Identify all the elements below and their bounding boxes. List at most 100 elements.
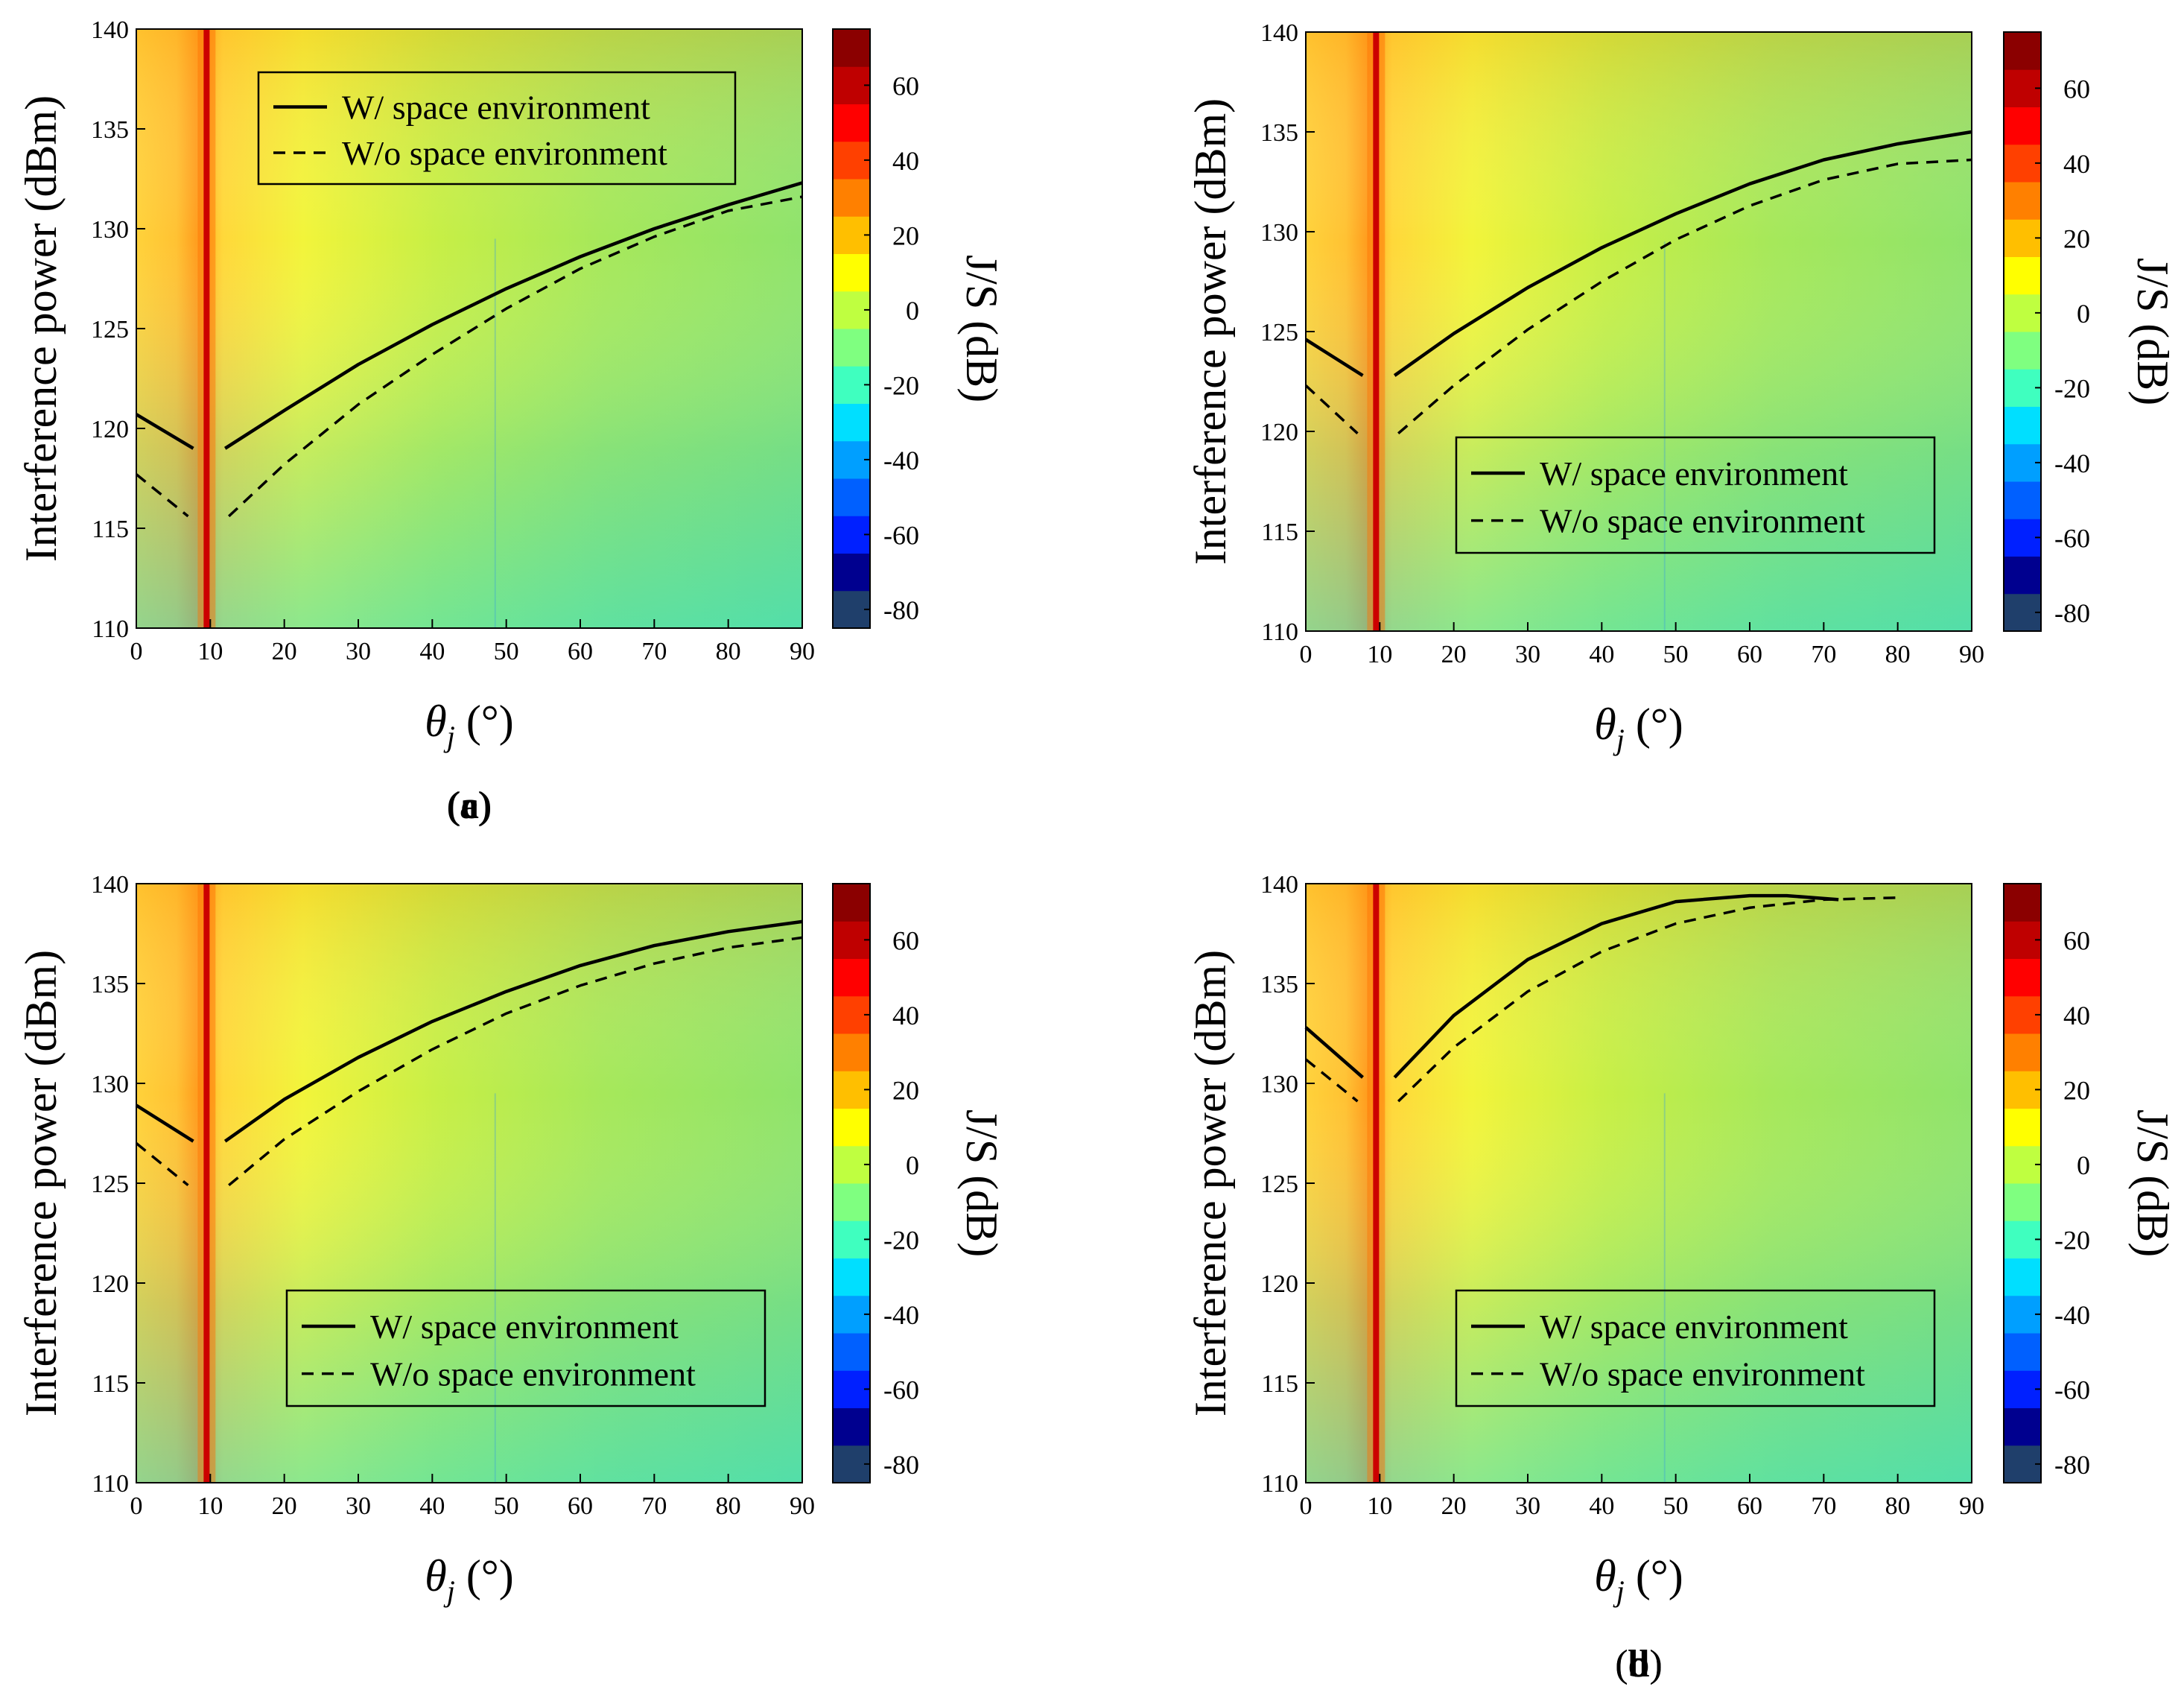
- y-tick-label: 140: [1260, 871, 1298, 899]
- series-line-wo-space-environment: [135, 195, 803, 518]
- colorbar-segment: [2004, 1033, 2041, 1071]
- x-tick-label: 80: [1885, 641, 1911, 668]
- colorbar-segment: [2004, 1407, 2041, 1446]
- series-line-w-space-environment: [1304, 893, 1839, 1079]
- colorbar-segment: [2004, 519, 2041, 557]
- colorbar-segment: [833, 958, 870, 997]
- caption-paren-open: (: [448, 785, 460, 827]
- colorbar-label: J/S (dB): [957, 1109, 1006, 1257]
- colorbar-segment: [833, 29, 870, 67]
- legend-box: [285, 1289, 766, 1407]
- colorbar-tick-label: 0: [2077, 1150, 2090, 1180]
- colorbar-segment: [833, 291, 870, 329]
- colorbar-tick-label: -60: [883, 1375, 919, 1404]
- colorbar-tick-label: 40: [892, 1001, 919, 1030]
- y-tick-label: 120: [1260, 419, 1298, 446]
- legend-label: W/o space environment: [1540, 1355, 1865, 1393]
- x-axis-subscript: j: [1613, 723, 1625, 756]
- colorbar-segment: [2004, 481, 2041, 519]
- colorbar-segment: [2004, 332, 2041, 370]
- colorbar-tick-label: -20: [2054, 1225, 2090, 1255]
- colorbar-frame: [832, 883, 871, 1483]
- colorbar-segment: [2004, 556, 2041, 595]
- colorbar-segment: [833, 1445, 870, 1483]
- y-tick-label: 125: [1260, 1171, 1298, 1198]
- x-tick-label: 40: [419, 1492, 445, 1520]
- series-line-wo-space-environment: [1304, 896, 1898, 1103]
- colorbar-segment: [833, 366, 870, 404]
- colorbar-tick-label: 60: [892, 925, 919, 955]
- colorbar-segment: [833, 440, 870, 479]
- colorbar-segment: [833, 179, 870, 217]
- colorbar-segment: [833, 1183, 870, 1221]
- x-tick-label: 30: [1515, 641, 1540, 668]
- heatmap-peak-line: [203, 29, 210, 628]
- x-axis-theta: θ: [1594, 1551, 1616, 1600]
- caption-paren-open: (: [447, 785, 460, 827]
- x-tick-label: 10: [197, 1492, 223, 1520]
- legend-label: W/o space environment: [370, 1355, 696, 1393]
- colorbar-frame: [2003, 883, 2042, 1483]
- colorbar-label: J/S (dB): [2128, 1109, 2177, 1257]
- x-tick-label: 50: [1663, 641, 1689, 668]
- colorbar-segment: [2004, 369, 2041, 407]
- x-tick-label: 90: [1959, 641, 1984, 668]
- y-tick-label: 125: [1260, 319, 1298, 346]
- x-tick-label: 20: [272, 638, 297, 665]
- caption-letter: c: [460, 785, 477, 827]
- colorbar: 60 40 20 0 -20 -40 -60 -80 J/S (dB): [832, 883, 1006, 1483]
- panel-caption: (a): [447, 785, 492, 827]
- caption-letter: a: [460, 785, 479, 827]
- colorbar-frame: [2003, 31, 2042, 632]
- colorbar-segment: [2004, 1258, 2041, 1296]
- colorbar-segment: [833, 1258, 870, 1296]
- y-tick-label: 135: [91, 116, 129, 144]
- colorbar-segment: [2004, 219, 2041, 257]
- caption-letter: d: [1628, 1643, 1650, 1685]
- y-axis-label: Interference power (dBm): [1186, 98, 1235, 565]
- legend: W/ space environment W/o space environmen…: [1455, 436, 1936, 554]
- colorbar-tick-label: -80: [2054, 598, 2090, 628]
- legend-label: W/ space environment: [1540, 455, 1848, 493]
- caption-paren-open: (: [1615, 1643, 1628, 1685]
- x-tick-label: 50: [494, 638, 519, 665]
- legend-box: [257, 71, 737, 186]
- x-axis-subscript: j: [443, 1574, 455, 1608]
- colorbar-segment: [2004, 182, 2041, 220]
- y-axis-label: Interference power (dBm): [16, 95, 66, 562]
- legend-box: [1455, 1289, 1936, 1407]
- x-tick-label: 30: [346, 1492, 371, 1520]
- panel-c: 0 10 20 30 40 50 60 70 80 90 110 115 120 125 130 135 140…: [16, 785, 1006, 1608]
- legend-label: W/ space environment: [1540, 1308, 1848, 1346]
- x-tick-label: 80: [716, 638, 741, 665]
- colorbar-tick-label: 60: [2063, 74, 2090, 104]
- colorbar-segment: [2004, 1071, 2041, 1109]
- legend-box: [1455, 436, 1936, 554]
- colorbar-tick-label: 40: [2063, 1001, 2090, 1030]
- x-tick-label: 90: [790, 1492, 815, 1520]
- y-tick-label: 140: [1260, 19, 1298, 47]
- x-axis-theta: θ: [425, 697, 446, 746]
- heatmap-shading: [1306, 884, 1972, 1483]
- x-tick-label: 0: [1300, 641, 1312, 668]
- colorbar-tick-label: -20: [883, 1225, 919, 1255]
- series-line-wo-space-environment: [1304, 158, 1972, 435]
- x-axis-unit: (°): [1625, 1551, 1683, 1600]
- colorbar-segment: [833, 1333, 870, 1371]
- heatmap-shading: [136, 29, 802, 628]
- x-axis-theta: θ: [425, 1551, 446, 1600]
- x-tick-label: 70: [641, 638, 667, 665]
- x-axis-unit: (°): [455, 697, 514, 746]
- colorbar-tick-label: -80: [2054, 1450, 2090, 1480]
- panel-caption: (c): [448, 785, 491, 827]
- colorbar-tick-label: -60: [883, 520, 919, 550]
- colorbar-segment: [2004, 593, 2041, 632]
- x-axis-unit: (°): [1625, 700, 1683, 749]
- x-axis-subscript: j: [443, 720, 455, 753]
- colorbar-segment: [833, 884, 870, 922]
- x-tick-label: 0: [130, 1492, 143, 1520]
- colorbar-segment: [2004, 1145, 2041, 1184]
- colorbar-segment: [2004, 69, 2041, 107]
- colorbar-tick-label: 20: [892, 1075, 919, 1105]
